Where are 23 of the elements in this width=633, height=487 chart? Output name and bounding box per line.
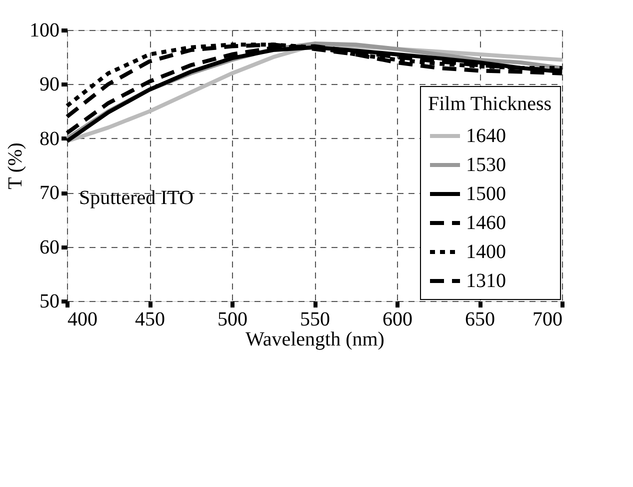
y-tick-label: 70 [40,182,60,204]
x-tick-label: 550 [300,308,330,330]
x-tick-label: 500 [218,308,248,330]
y-axis-title: T (%) [4,142,26,190]
legend-title: Film Thickness [428,93,552,115]
x-tick-label: 450 [135,308,165,330]
legend-label: 1400 [466,241,506,263]
x-tick-label: 600 [382,308,412,330]
y-tick-label: 60 [40,236,60,258]
y-tick-label: 100 [30,20,60,42]
legend-label: 1530 [466,154,506,176]
legend-label: 1640 [466,125,506,147]
y-tick-label: 50 [40,290,60,312]
x-tick-label: 400 [68,308,98,330]
legend-label: 1460 [466,212,506,234]
legend-label: 1310 [466,270,506,292]
x-axis-title: Wavelength (nm) [246,328,384,350]
annotation: Sputtered ITO [79,187,194,209]
x-tick-label: 700 [532,308,562,330]
y-tick-label: 90 [40,74,60,96]
x-tick-label: 650 [465,308,495,330]
y-tick-label: 80 [40,128,60,150]
legend-label: 1500 [466,183,506,205]
